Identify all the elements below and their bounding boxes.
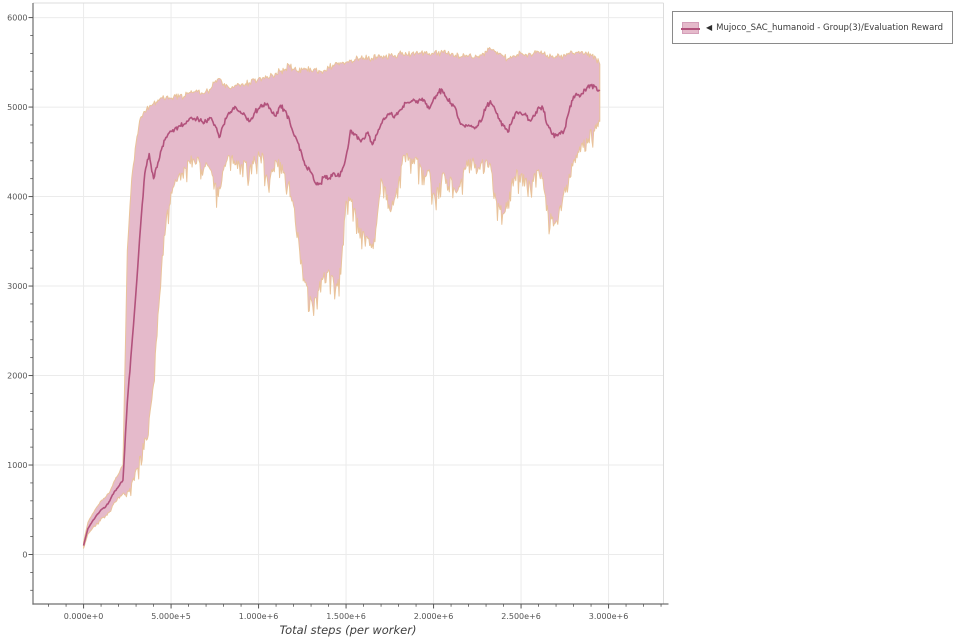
tick-label: 1.000e+6 xyxy=(239,612,279,621)
tick-label: 3.000e+6 xyxy=(589,612,629,621)
x-axis-label: Total steps (per worker) xyxy=(279,623,417,637)
tick-label: 2.500e+6 xyxy=(501,612,541,621)
tick-label: 2.000e+6 xyxy=(414,612,454,621)
tick-label: 6000 xyxy=(7,13,27,22)
tick-label: 4000 xyxy=(7,192,27,201)
tick-label: 1000 xyxy=(7,461,27,470)
tick-label: 3000 xyxy=(7,282,27,291)
legend-series-label: Mujoco_SAC_humanoid - Group(3)/Evaluatio… xyxy=(716,22,944,33)
tick-label: 2000 xyxy=(7,371,27,380)
mean-line xyxy=(82,83,601,546)
reward-band xyxy=(83,47,601,549)
tick-label: 0.000e+0 xyxy=(64,612,104,621)
series-swatch-icon xyxy=(681,21,700,34)
collapse-triangle-icon: ◀ xyxy=(706,22,713,32)
tick-labels: 0.000e+0 5.000e+5 1.000e+6 1.500e+6 2.000e+6… xyxy=(7,13,628,621)
legend-box[interactable]: ◀ Mujoco_SAC_humanoid - Group(3)/Evaluat… xyxy=(672,11,953,44)
series-line-icon xyxy=(681,27,700,30)
tick-label: 0 xyxy=(22,550,27,559)
tick-label: 5.000e+5 xyxy=(151,612,191,621)
tick-label: 1.500e+6 xyxy=(326,612,366,621)
tick-label: 5000 xyxy=(7,103,27,112)
tick-marks xyxy=(28,17,662,609)
